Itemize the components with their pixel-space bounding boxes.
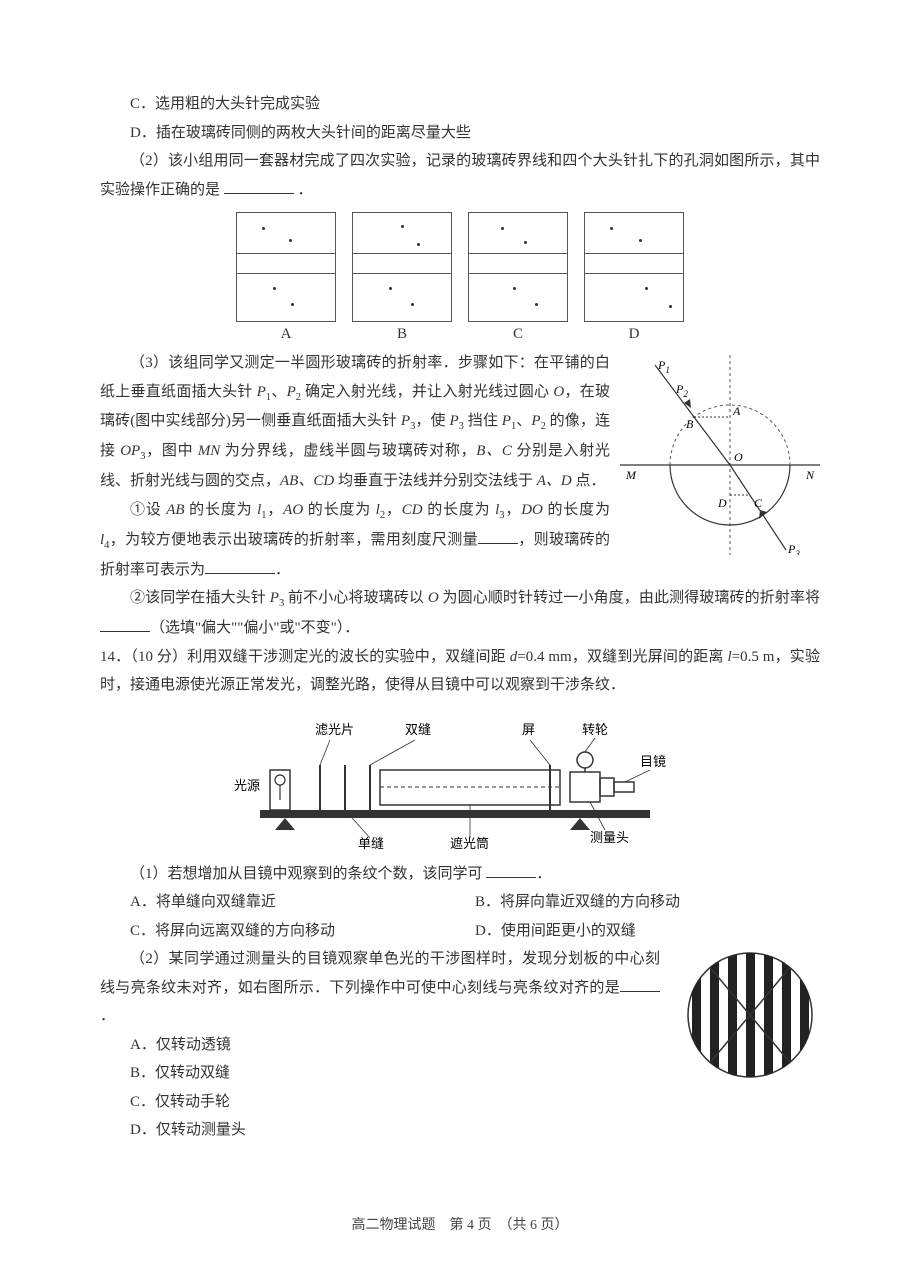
q14-part1-blank [486, 861, 536, 878]
svg-text:A: A [732, 404, 741, 418]
q13-sub2-blank [100, 616, 150, 633]
q14-crosshair-figure [680, 945, 820, 1085]
q13-diagram-c [468, 212, 568, 322]
svg-text:双缝: 双缝 [405, 722, 431, 737]
q14-apparatus-figure: 滤光片 双缝 屏 转轮 光源 目镜 单缝 遮光筒 测量头 [100, 710, 820, 850]
q14-part1-text: （1）若想增加从目镜中观察到的条纹个数，该同学可 ． [100, 860, 820, 889]
q13-diag-label-c: C [468, 326, 568, 343]
svg-text:P1: P1 [657, 358, 670, 375]
q13-diag-label-b: B [352, 326, 452, 343]
svg-text:转轮: 转轮 [582, 722, 608, 737]
svg-text:遮光筒: 遮光筒 [450, 836, 489, 850]
q14-opt-d: D．使用间距更小的双缝 [475, 917, 820, 946]
q13-part2-blank [224, 177, 294, 194]
svg-text:P2: P2 [675, 382, 688, 399]
q13-part2-a: （2）该小组用同一套器材完成了四次实验，记录的玻璃砖界线和四个大头针扎下的孔洞如… [100, 153, 820, 198]
q14-opt-a: A．将单缝向双缝靠近 [130, 888, 475, 917]
q13-sub1-blank1 [478, 527, 518, 544]
svg-text:目镜: 目镜 [640, 754, 666, 769]
q14-opts-row1: A．将单缝向双缝靠近 B．将屏向靠近双缝的方向移动 [100, 888, 820, 917]
q13-diagram-labels: A B C D [100, 326, 820, 343]
svg-text:光源: 光源 [234, 778, 260, 793]
q14-opt2-d: D．仅转动测量头 [100, 1116, 820, 1145]
svg-text:D: D [717, 496, 727, 510]
q13-diagram-d [584, 212, 684, 322]
q13-part2-text: （2）该小组用同一套器材完成了四次实验，记录的玻璃砖界线和四个大头针扎下的孔洞如… [100, 147, 820, 204]
q13-diag-label-d: D [584, 326, 684, 343]
svg-text:屏: 屏 [522, 722, 535, 737]
svg-text:滤光片: 滤光片 [315, 722, 354, 737]
svg-text:单缝: 单缝 [358, 836, 384, 850]
q13-part2-b: ． [298, 182, 313, 198]
q14-opt2-c: C．仅转动手轮 [100, 1088, 820, 1117]
q13-diagram-b [352, 212, 452, 322]
q14-opt-c: C．将屏向远离双缝的方向移动 [130, 917, 475, 946]
q13-option-d: D．插在玻璃砖同侧的两枚大头针间的距离尽量大些 [100, 119, 820, 148]
svg-text:P3: P3 [787, 542, 800, 555]
q13-sub1-blank2 [205, 557, 275, 574]
svg-text:测量头: 测量头 [590, 830, 629, 845]
svg-text:N: N [805, 468, 815, 482]
q14-header: 14．（10 分）利用双缝干涉测定光的波长的实验中，双缝间距 d=0.4 mm，… [100, 643, 820, 700]
svg-text:M: M [625, 468, 637, 482]
q13-sub2-text: ②该同学在插大头针 P3 前不小心将玻璃砖以 O 为圆心顺时针转过一小角度，由此… [100, 584, 820, 642]
q13-diagram-a [236, 212, 336, 322]
q13-diag-label-a: A [236, 326, 336, 343]
q13-semicircle-figure: P1 P2 P3 A B C D O M N [620, 355, 820, 555]
q14-opt-b: B．将屏向靠近双缝的方向移动 [475, 888, 820, 917]
svg-text:C: C [754, 496, 763, 510]
q14-part2-blank [620, 975, 660, 992]
page-footer: 高二物理试题 第 4 页 （共 6 页） [0, 1214, 920, 1234]
svg-text:O: O [734, 450, 743, 464]
q14-opts-row2: C．将屏向远离双缝的方向移动 D．使用间距更小的双缝 [100, 917, 820, 946]
svg-text:B: B [686, 417, 694, 431]
q13-diagrams-row [100, 212, 820, 322]
q13-option-c: C．选用粗的大头针完成实验 [100, 90, 820, 119]
